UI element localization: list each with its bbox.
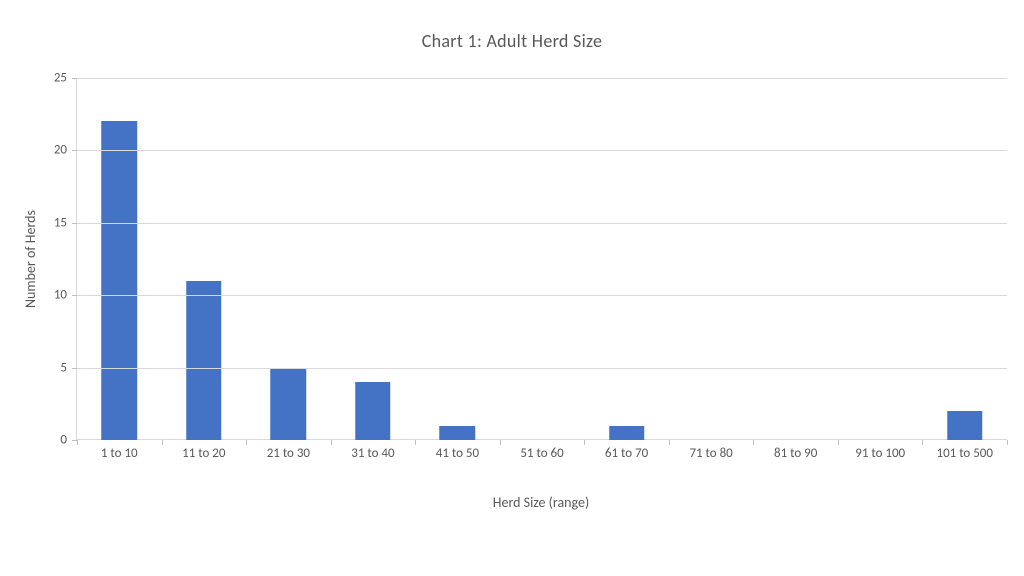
bar	[947, 411, 983, 440]
x-tick-mark	[753, 440, 754, 445]
bar	[440, 426, 476, 440]
x-tick-mark	[415, 440, 416, 445]
x-tick-mark	[1007, 440, 1008, 445]
x-tick-mark	[246, 440, 247, 445]
y-tick-label: 0	[60, 433, 77, 448]
x-axis-label: Herd Size (range)	[76, 494, 1006, 511]
x-tick-mark	[922, 440, 923, 445]
x-tick-label: 51 to 60	[500, 440, 585, 462]
bar-slot: 71 to 80	[669, 78, 754, 440]
bar-slot: 61 to 70	[584, 78, 669, 440]
x-tick-label: 61 to 70	[584, 440, 669, 462]
x-tick-mark	[77, 440, 78, 445]
bar-chart: Chart 1: Adult Herd Size Number of Herds…	[0, 0, 1024, 576]
y-tick-label: 5	[60, 360, 77, 375]
bar-slot: 81 to 90	[753, 78, 838, 440]
x-tick-label: 41 to 50	[415, 440, 500, 462]
x-tick-label: 31 to 40	[331, 440, 416, 462]
bar-slot: 21 to 30	[246, 78, 331, 440]
bar	[186, 281, 222, 440]
y-axis-label: Number of Herds	[22, 78, 39, 440]
gridline	[77, 223, 1007, 224]
x-tick-label: 21 to 30	[246, 440, 331, 462]
bars-container: 1 to 1011 to 2021 to 3031 to 4041 to 505…	[77, 78, 1007, 440]
bar	[355, 382, 391, 440]
bar-slot: 91 to 100	[838, 78, 923, 440]
gridline	[77, 368, 1007, 369]
y-tick-label: 10	[54, 288, 77, 303]
gridline	[77, 78, 1007, 79]
x-tick-mark	[500, 440, 501, 445]
y-tick-label: 25	[54, 71, 77, 86]
y-tick-label: 20	[54, 143, 77, 158]
gridline	[77, 295, 1007, 296]
x-tick-label: 101 to 500	[922, 440, 1007, 462]
bar	[102, 121, 138, 440]
x-tick-label: 1 to 10	[77, 440, 162, 462]
x-tick-label: 91 to 100	[838, 440, 923, 462]
bar-slot: 31 to 40	[331, 78, 416, 440]
x-tick-mark	[669, 440, 670, 445]
x-tick-mark	[584, 440, 585, 445]
bar-slot: 101 to 500	[922, 78, 1007, 440]
chart-title: Chart 1: Adult Herd Size	[0, 0, 1024, 52]
gridline	[77, 150, 1007, 151]
plot-area: 1 to 1011 to 2021 to 3031 to 4041 to 505…	[76, 78, 1007, 440]
bar	[271, 368, 307, 440]
bar	[609, 426, 645, 440]
x-tick-label: 11 to 20	[162, 440, 247, 462]
x-tick-label: 71 to 80	[669, 440, 754, 462]
x-tick-mark	[838, 440, 839, 445]
bar-slot: 51 to 60	[500, 78, 585, 440]
x-tick-mark	[162, 440, 163, 445]
x-tick-label: 81 to 90	[753, 440, 838, 462]
x-tick-mark	[331, 440, 332, 445]
bar-slot: 11 to 20	[162, 78, 247, 440]
bar-slot: 41 to 50	[415, 78, 500, 440]
y-tick-label: 15	[54, 215, 77, 230]
bar-slot: 1 to 10	[77, 78, 162, 440]
